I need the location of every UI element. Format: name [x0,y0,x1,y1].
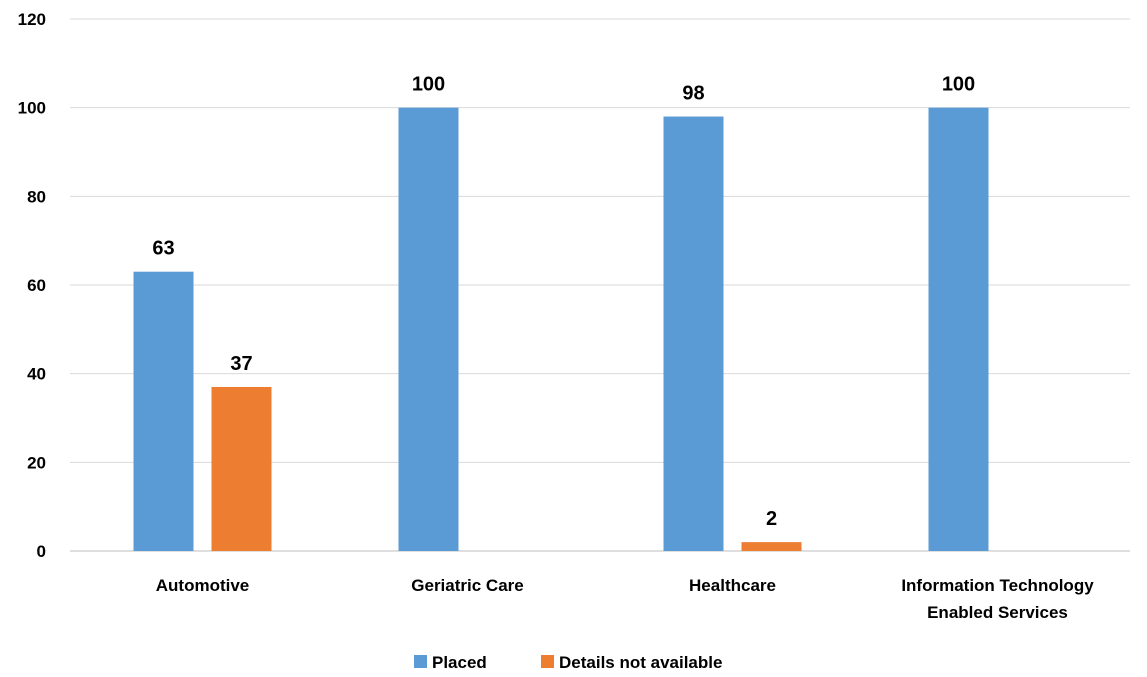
bar-placed [133,271,194,551]
x-category-label: Healthcare [689,576,776,595]
y-tick-label: 20 [27,453,46,472]
y-axis-tick-labels: 0 20 40 60 80 100 120 [18,10,46,561]
bar-placed [398,107,459,552]
data-label: 63 [152,238,174,260]
x-axis-category-labels: Automotive Geriatric Care Healthcare Inform… [156,576,1094,622]
y-tick-label: 0 [37,542,46,561]
x-category-label: Geriatric Care [411,576,523,595]
data-label: 100 [942,74,975,96]
x-category-label: Information Technology [901,576,1094,595]
data-labels: 63 37 100 98 2 100 [152,74,975,530]
y-tick-label: 100 [18,99,46,118]
legend: Placed Details not available [414,653,722,672]
data-label: 2 [766,508,777,530]
bar-details-not-available [211,386,272,551]
legend-swatch [541,655,554,668]
y-tick-label: 120 [18,10,46,29]
bar-placed [928,107,989,552]
data-label: 100 [412,74,445,96]
bars [133,107,989,552]
bar-details-not-available [741,542,802,551]
y-tick-label: 80 [27,187,46,206]
data-label: 98 [682,83,704,105]
y-tick-label: 40 [27,365,46,384]
legend-label: Details not available [559,653,722,672]
x-category-label: Enabled Services [927,603,1068,622]
data-label: 37 [230,353,252,375]
legend-label: Placed [432,653,487,672]
y-tick-label: 60 [27,276,46,295]
legend-swatch [414,655,427,668]
x-category-label: Automotive [156,576,250,595]
bar-placed [663,116,724,552]
